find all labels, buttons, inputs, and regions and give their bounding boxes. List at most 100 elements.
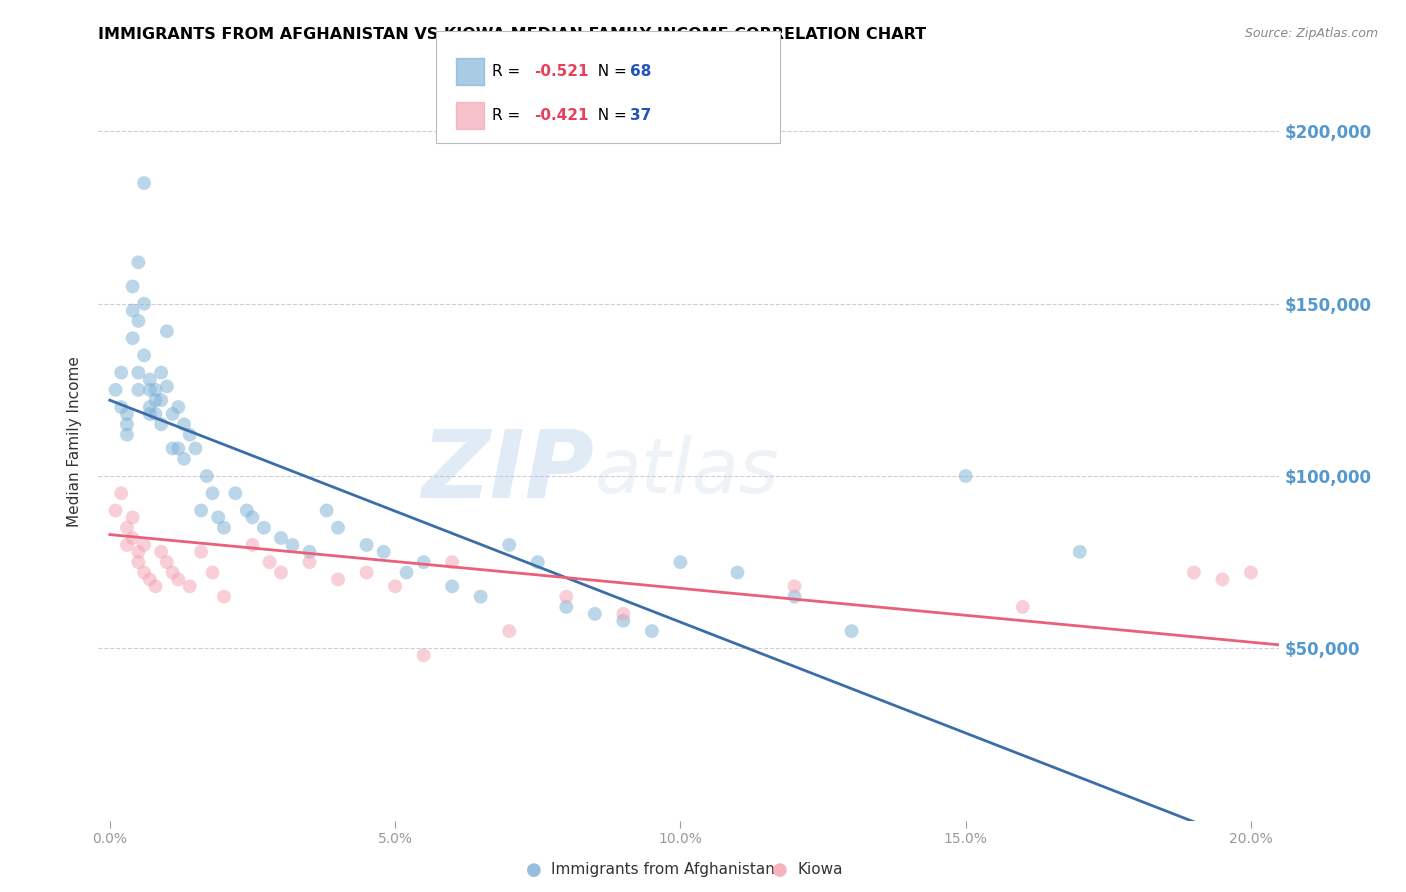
Point (725, 566, 748, 580)
Text: -0.521: -0.521 (534, 64, 589, 79)
Point (145, 393, 167, 408)
Point (841, 624, 863, 639)
Point (145, 579, 167, 593)
Text: Immigrants from Afghanistan: Immigrants from Afghanistan (551, 863, 775, 877)
Point (150, 545, 173, 559)
Point (139, 407, 162, 421)
Point (356, 538, 378, 552)
Point (498, 538, 520, 552)
Point (298, 555, 321, 569)
Point (167, 400, 190, 414)
Text: 68: 68 (630, 64, 651, 79)
Text: ●: ● (526, 861, 543, 879)
Point (212, 590, 235, 604)
Point (783, 590, 806, 604)
Point (1240, 566, 1263, 580)
Text: ZIP: ZIP (422, 425, 595, 518)
Point (526, 555, 548, 569)
Point (669, 555, 692, 569)
Point (201, 486, 224, 500)
Text: atlas: atlas (595, 435, 779, 508)
Text: Kiowa: Kiowa (797, 863, 842, 877)
Point (173, 451, 195, 466)
Text: ●: ● (772, 861, 789, 879)
Point (127, 314, 149, 328)
Point (127, 545, 149, 559)
Point (1211, 573, 1233, 587)
Point (555, 590, 578, 604)
Text: IMMIGRANTS FROM AFGHANISTAN VS KIOWA MEDIAN FAMILY INCOME CORRELATION CHART: IMMIGRANTS FROM AFGHANISTAN VS KIOWA MED… (98, 27, 927, 42)
Point (115, 427, 138, 442)
Point (150, 417, 173, 432)
Point (121, 331, 143, 345)
Point (412, 555, 434, 569)
Point (498, 624, 520, 639)
Point (132, 566, 155, 580)
Point (612, 607, 634, 621)
Point (224, 486, 246, 500)
Point (132, 176, 155, 190)
Point (441, 555, 464, 569)
Point (115, 521, 138, 535)
Point (127, 366, 149, 380)
Point (115, 417, 138, 432)
Point (190, 545, 212, 559)
Point (110, 400, 132, 414)
Point (179, 427, 201, 442)
Point (326, 521, 349, 535)
Point (110, 366, 132, 380)
Point (1182, 566, 1205, 580)
Point (104, 503, 127, 517)
Point (1069, 545, 1091, 559)
Point (259, 555, 281, 569)
Point (156, 324, 179, 338)
Point (270, 566, 292, 580)
Point (121, 531, 143, 545)
Point (179, 579, 201, 593)
Point (253, 521, 276, 535)
Point (139, 573, 162, 587)
Point (412, 648, 434, 663)
Point (162, 407, 184, 421)
Point (156, 379, 179, 393)
Point (150, 366, 173, 380)
Point (207, 510, 229, 524)
Point (145, 407, 167, 421)
Point (641, 624, 664, 639)
Point (139, 400, 162, 414)
Point (167, 573, 190, 587)
Point (242, 510, 264, 524)
Point (156, 555, 179, 569)
Point (242, 538, 264, 552)
Point (384, 579, 406, 593)
Point (212, 521, 235, 535)
Point (167, 442, 190, 456)
Point (236, 503, 259, 517)
Point (298, 545, 321, 559)
Point (127, 383, 149, 397)
Text: R =: R = (492, 64, 526, 79)
Point (270, 531, 292, 545)
Point (555, 599, 578, 614)
Point (470, 590, 492, 604)
Point (121, 303, 143, 318)
Y-axis label: Median Family Income: Median Family Income (67, 356, 83, 527)
Point (315, 503, 337, 517)
Point (121, 510, 143, 524)
Point (195, 469, 218, 483)
Point (783, 579, 806, 593)
Point (162, 566, 184, 580)
Text: Source: ZipAtlas.com: Source: ZipAtlas.com (1244, 27, 1378, 40)
Point (173, 417, 195, 432)
Text: 37: 37 (630, 108, 651, 123)
Text: R =: R = (492, 108, 526, 123)
Point (373, 545, 395, 559)
Point (612, 614, 634, 628)
Point (1011, 599, 1033, 614)
Point (132, 348, 155, 362)
Point (326, 573, 349, 587)
Point (115, 538, 138, 552)
Point (395, 566, 418, 580)
Point (139, 383, 162, 397)
Point (132, 296, 155, 310)
